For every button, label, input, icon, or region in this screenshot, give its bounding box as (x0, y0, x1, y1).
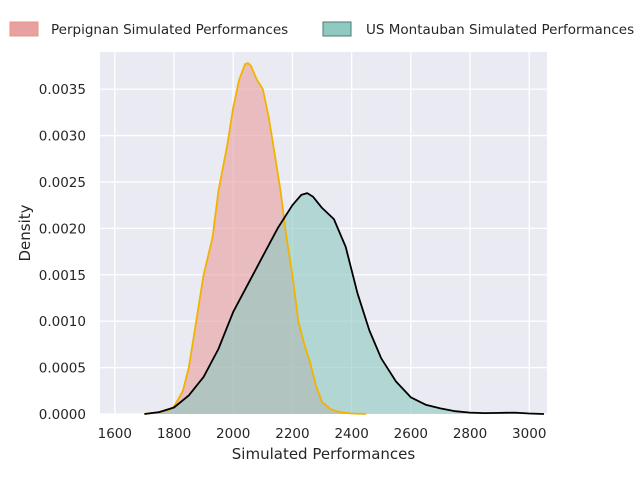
legend-swatch-1 (322, 21, 352, 37)
y-axis-label: Density (16, 204, 34, 261)
x-tick-label: 2800 (453, 426, 487, 442)
x-tick-label: 2600 (394, 426, 428, 442)
x-tick-label: 2400 (334, 426, 368, 442)
y-tick-label: 0.0015 (39, 268, 86, 284)
series-area-0 (144, 63, 367, 414)
y-tick-label: 0.0000 (39, 407, 86, 423)
y-tick-label: 0.0025 (39, 175, 86, 191)
x-axis-label: Simulated Performances (232, 445, 416, 463)
legend-label-1: US Montauban Simulated Performances (366, 22, 634, 38)
series-area-1 (144, 193, 544, 414)
y-axis-ticks: 0.0000 0.0005 0.0010 0.0015 0.0020 0.0025 0.00… (39, 82, 86, 423)
y-tick-label: 0.0030 (39, 129, 86, 145)
x-tick-label: 2200 (275, 426, 309, 442)
x-tick-label: 3000 (512, 426, 546, 442)
x-tick-label: 2000 (216, 426, 250, 442)
x-tick-label: 1600 (98, 426, 132, 442)
legend: Perpignan Simulated Performances US Monta… (9, 21, 634, 38)
x-tick-label: 1800 (157, 426, 191, 442)
series-line-1 (144, 192, 545, 415)
y-tick-label: 0.0020 (39, 221, 86, 237)
series-line-0 (144, 62, 367, 415)
y-tick-label: 0.0005 (39, 361, 86, 377)
x-axis-ticks: 1600 1800 2000 2200 2400 2600 2800 3000 (98, 426, 547, 442)
y-tick-label: 0.0010 (39, 314, 86, 330)
legend-label-0: Perpignan Simulated Performances (51, 22, 288, 38)
legend-swatch-0 (9, 21, 39, 37)
series-layer (144, 62, 545, 415)
y-tick-label: 0.0035 (39, 82, 86, 98)
